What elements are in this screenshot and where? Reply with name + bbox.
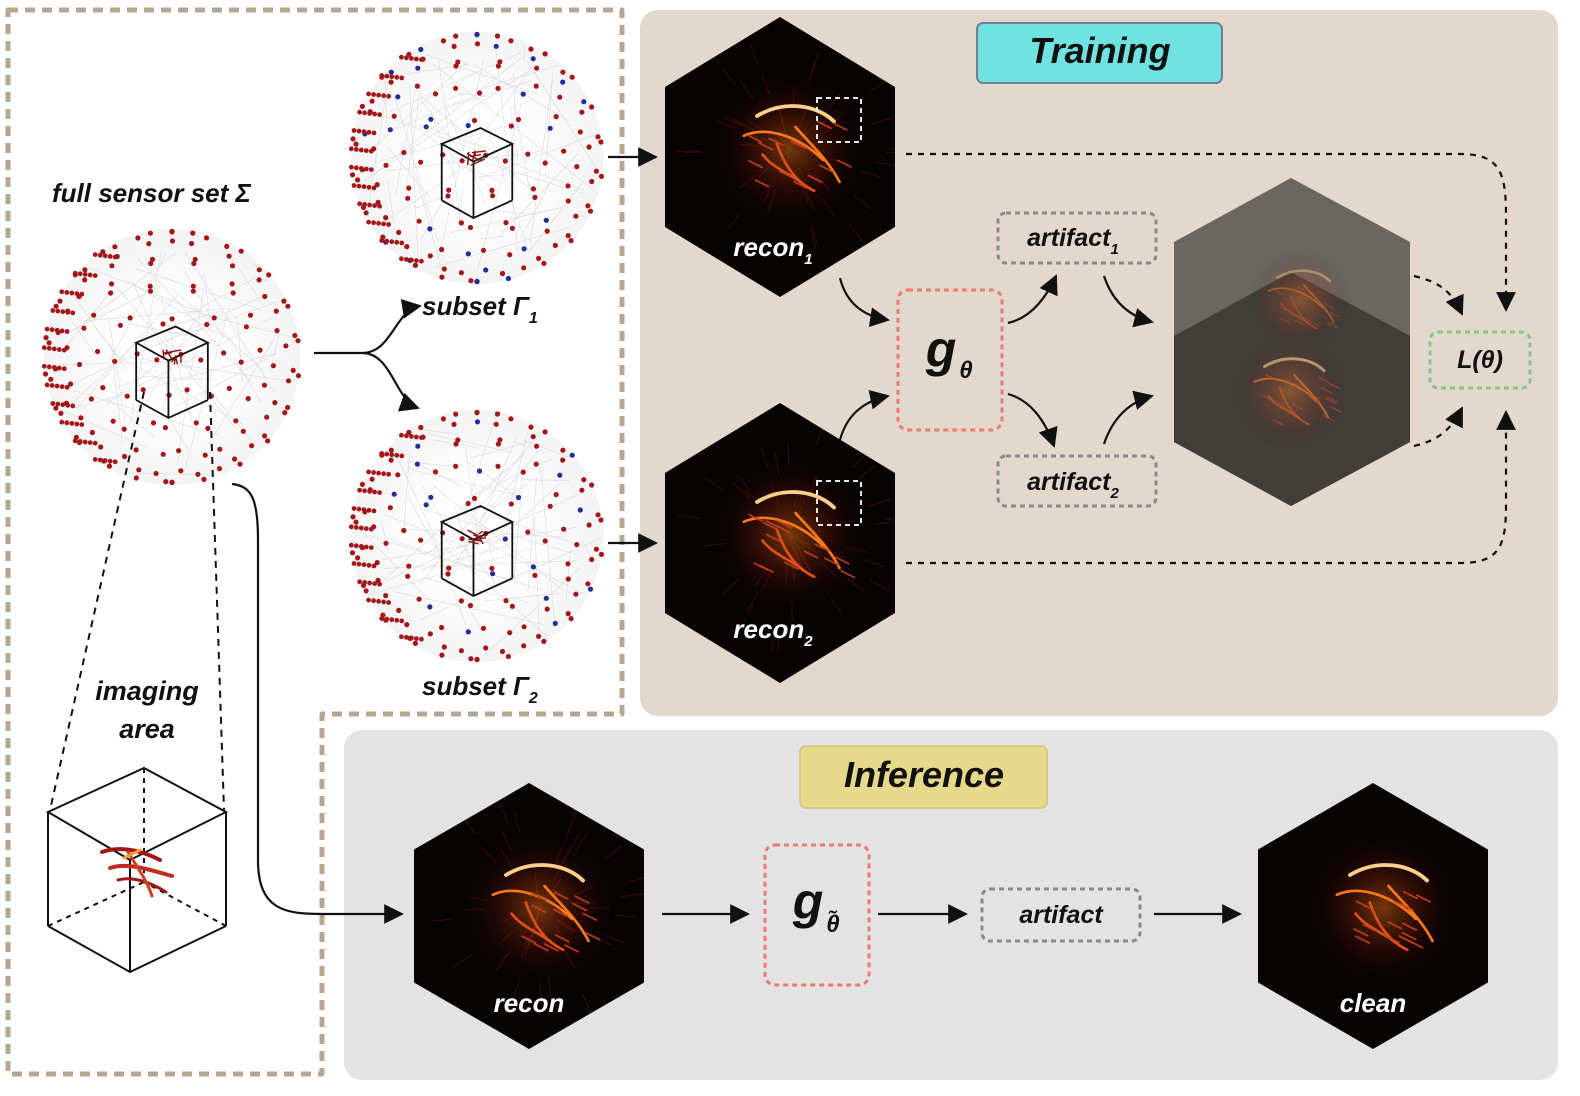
recon-image [414, 783, 644, 1049]
imaging-area-vessels [100, 847, 174, 898]
inference-title: Inference [799, 745, 1048, 809]
stacked-artifact-hexagons [1174, 178, 1410, 506]
svg-text:artifact2: artifact2 [1027, 468, 1119, 502]
crop-box-2 [816, 480, 862, 526]
zoom-lines [49, 391, 225, 811]
svg-text:θ: θ [959, 357, 972, 384]
svg-text:artifact1: artifact1 [1027, 224, 1119, 258]
loss-arrows [906, 152, 1516, 565]
recon-2-image [665, 403, 895, 683]
artifact-1-box: artifact1 [996, 211, 1158, 265]
full-sensor-sphere [41, 229, 302, 485]
clean-label: clean [1340, 988, 1407, 1018]
svg-text:Inference: Inference [844, 754, 1004, 795]
imaging-area-label-line2: area [119, 714, 175, 744]
subset-2-label: subset Γ2 [422, 671, 538, 707]
recon-1-label: recon1 [733, 232, 812, 268]
svg-text:g: g [925, 321, 957, 377]
network-g-theta-tilde: g θ̃ [763, 843, 871, 987]
artifact-2-box: artifact2 [996, 454, 1158, 508]
training-title: Training [976, 22, 1223, 84]
artifact-box: artifact [980, 887, 1142, 943]
acquisition-region-border [5, 7, 625, 1077]
full-sensor-set-label: full sensor set Σ [52, 178, 251, 208]
subset-1-label: subset Γ1 [422, 291, 538, 327]
recon-1-image [665, 17, 895, 297]
loss-box: L(θ) [1428, 330, 1532, 390]
network-g-theta: g θ [896, 288, 1004, 432]
imaging-area-label-line1: imaging [95, 676, 199, 706]
subset-2-sensor-sphere [348, 409, 605, 663]
svg-text:g: g [792, 873, 824, 929]
imaging-area-cube [45, 766, 229, 974]
svg-text:L(θ): L(θ) [1457, 346, 1503, 374]
recon-label: recon [494, 988, 565, 1018]
flow-arrows [231, 147, 1242, 924]
svg-text:Training: Training [1029, 30, 1170, 71]
svg-text:θ̃: θ̃ [826, 910, 839, 938]
crop-box-1 [816, 97, 862, 143]
subset-1-sensor-sphere [348, 31, 605, 285]
clean-image [1258, 783, 1488, 1049]
recon-2-label: recon2 [733, 614, 813, 650]
svg-text:artifact: artifact [1019, 901, 1104, 929]
